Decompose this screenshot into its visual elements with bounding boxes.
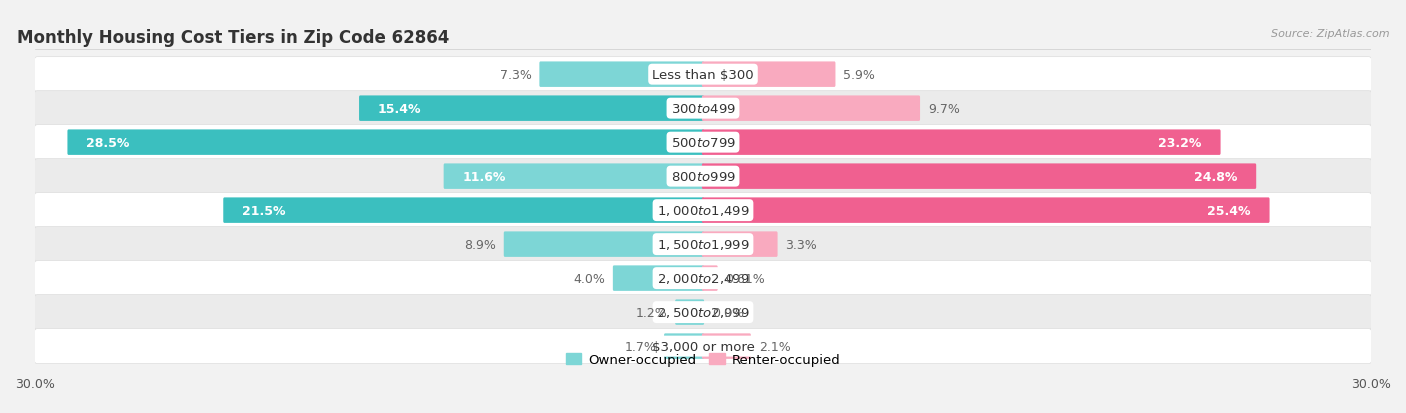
Text: 11.6%: 11.6%: [463, 170, 506, 183]
Text: Less than $300: Less than $300: [652, 69, 754, 81]
Text: 7.3%: 7.3%: [499, 69, 531, 81]
Text: 1.2%: 1.2%: [636, 306, 668, 319]
FancyBboxPatch shape: [702, 232, 778, 257]
FancyBboxPatch shape: [702, 334, 751, 359]
Text: 24.8%: 24.8%: [1194, 170, 1237, 183]
Text: 23.2%: 23.2%: [1159, 136, 1202, 149]
FancyBboxPatch shape: [67, 130, 704, 156]
Text: 9.7%: 9.7%: [928, 102, 960, 115]
FancyBboxPatch shape: [34, 57, 1372, 93]
Text: Source: ZipAtlas.com: Source: ZipAtlas.com: [1271, 29, 1389, 39]
Text: 21.5%: 21.5%: [242, 204, 285, 217]
Text: $2,500 to $2,999: $2,500 to $2,999: [657, 305, 749, 319]
Text: $300 to $499: $300 to $499: [671, 102, 735, 115]
FancyBboxPatch shape: [702, 164, 1256, 190]
FancyBboxPatch shape: [675, 300, 704, 325]
FancyBboxPatch shape: [702, 96, 920, 121]
Text: 0.0%: 0.0%: [711, 306, 744, 319]
Text: $1,000 to $1,499: $1,000 to $1,499: [657, 204, 749, 218]
FancyBboxPatch shape: [613, 266, 704, 291]
Text: 1.7%: 1.7%: [624, 340, 657, 353]
FancyBboxPatch shape: [34, 227, 1372, 262]
Text: $2,000 to $2,499: $2,000 to $2,499: [657, 271, 749, 285]
FancyBboxPatch shape: [359, 96, 704, 121]
FancyBboxPatch shape: [224, 198, 704, 223]
Text: 28.5%: 28.5%: [86, 136, 129, 149]
Legend: Owner-occupied, Renter-occupied: Owner-occupied, Renter-occupied: [560, 348, 846, 372]
Text: 3.3%: 3.3%: [786, 238, 817, 251]
FancyBboxPatch shape: [702, 130, 1220, 156]
Text: 8.9%: 8.9%: [464, 238, 496, 251]
FancyBboxPatch shape: [34, 193, 1372, 228]
FancyBboxPatch shape: [34, 261, 1372, 296]
FancyBboxPatch shape: [34, 126, 1372, 160]
Text: 4.0%: 4.0%: [574, 272, 605, 285]
Text: $3,000 or more: $3,000 or more: [651, 340, 755, 353]
Text: 25.4%: 25.4%: [1208, 204, 1250, 217]
Text: $1,500 to $1,999: $1,500 to $1,999: [657, 237, 749, 252]
FancyBboxPatch shape: [34, 295, 1372, 330]
FancyBboxPatch shape: [664, 334, 704, 359]
FancyBboxPatch shape: [702, 198, 1270, 223]
FancyBboxPatch shape: [444, 164, 704, 190]
FancyBboxPatch shape: [34, 329, 1372, 364]
FancyBboxPatch shape: [702, 62, 835, 88]
Text: $500 to $799: $500 to $799: [671, 136, 735, 149]
FancyBboxPatch shape: [540, 62, 704, 88]
Text: 2.1%: 2.1%: [759, 340, 790, 353]
Text: 5.9%: 5.9%: [844, 69, 875, 81]
Text: Monthly Housing Cost Tiers in Zip Code 62864: Monthly Housing Cost Tiers in Zip Code 6…: [17, 29, 450, 47]
FancyBboxPatch shape: [503, 232, 704, 257]
FancyBboxPatch shape: [34, 159, 1372, 194]
FancyBboxPatch shape: [702, 266, 717, 291]
Text: 15.4%: 15.4%: [378, 102, 422, 115]
FancyBboxPatch shape: [34, 91, 1372, 126]
Text: 0.61%: 0.61%: [725, 272, 765, 285]
Text: $800 to $999: $800 to $999: [671, 170, 735, 183]
